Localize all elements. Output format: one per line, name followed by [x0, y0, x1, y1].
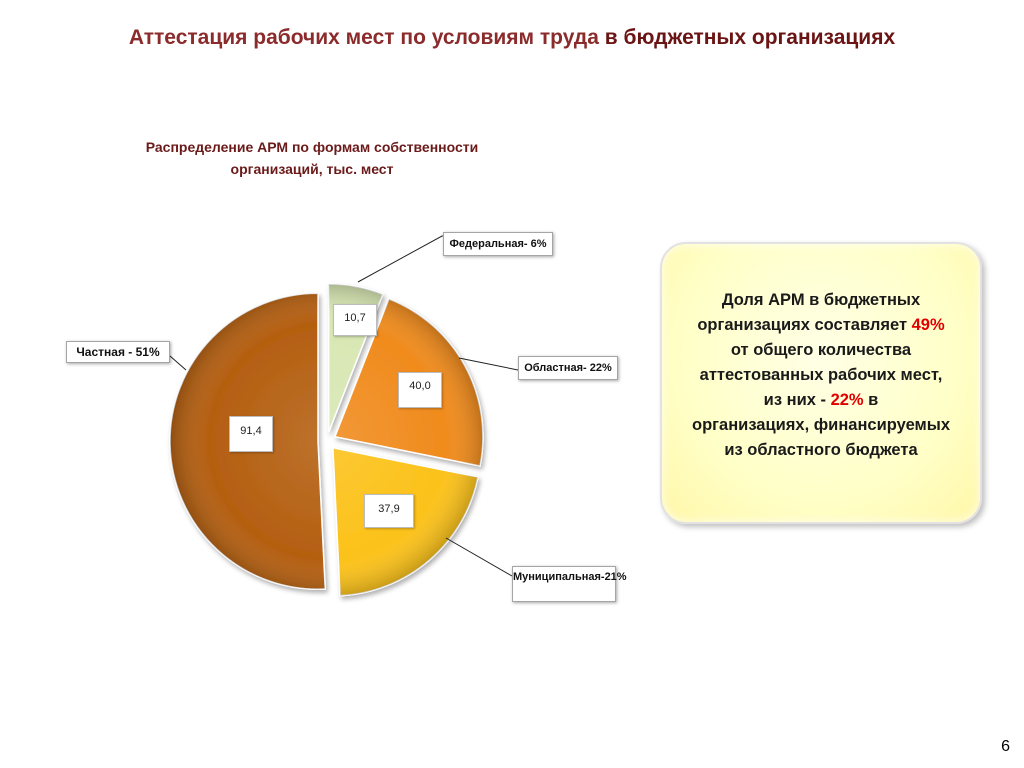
callout-line4: аттестованных рабочих мест, [699, 366, 943, 384]
chart-title-line1: Распределение АРМ по формам собственност… [145, 139, 479, 155]
slide-title-main: Аттестация рабочих мест по условиям труд… [128, 26, 605, 49]
legend-private: Частная - 51% [66, 341, 170, 363]
value-label-private: 91,4 [229, 416, 273, 452]
callout-total-percent: 49% [911, 316, 945, 334]
callout-regional-percent: 22% [830, 391, 864, 409]
callout-line3: от общего количества [730, 341, 912, 359]
leader-line-private [169, 355, 187, 371]
summary-callout: Доля АРМ в бюджетных организациях состав… [660, 242, 982, 524]
leader-line-federal [357, 235, 444, 283]
summary-callout-text: Доля АРМ в бюджетных организациях состав… [678, 288, 964, 463]
slide-title: Аттестация рабочих мест по условиям труд… [0, 26, 1024, 50]
callout-line6: организациях, финансируемых [692, 416, 950, 434]
legend-regional: Областная- 22% [518, 356, 618, 380]
chart-title-line2: организаций, тыс. мест [230, 161, 394, 177]
legend-federal: Федеральная- 6% [443, 232, 553, 256]
callout-line5-end: в [863, 391, 879, 409]
chart-title: Распределение АРМ по формам собственност… [112, 136, 512, 180]
legend-municipal: Муниципальная-21% [512, 566, 627, 602]
leader-line-municipal [445, 537, 513, 577]
leader-line-regional [458, 357, 519, 371]
callout-line2: организациях составляет 49% [678, 313, 964, 338]
callout-line1: Доля АРМ в бюджетных [721, 291, 921, 309]
value-label-municipal: 37,9 [364, 494, 414, 528]
value-label-regional: 40,0 [398, 372, 442, 408]
callout-line5-text: из них - [763, 391, 831, 409]
callout-line2-text: организациях составляет [697, 316, 912, 334]
callout-line5: из них - 22% в [678, 388, 964, 413]
slide-title-emphasis: в бюджетных организациях [604, 26, 896, 49]
page-number: 6 [1001, 738, 1010, 755]
callout-line7: из областного бюджета [724, 441, 918, 459]
value-label-federal: 10,7 [333, 304, 377, 336]
